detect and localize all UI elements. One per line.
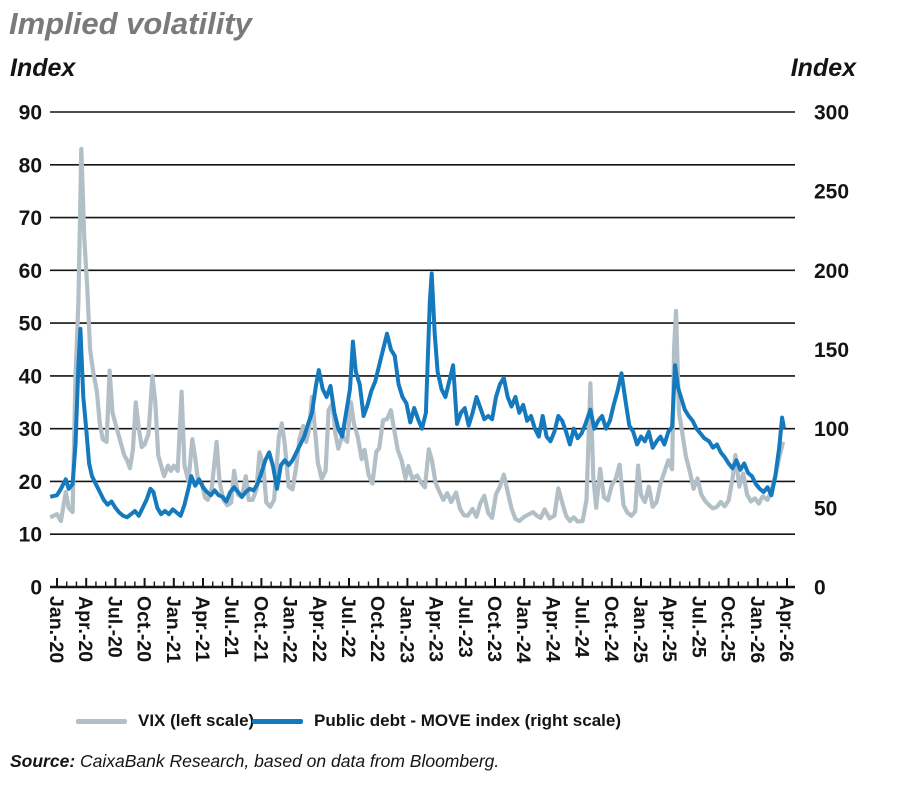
left-axis-tick-label: 40 bbox=[19, 365, 42, 388]
vix-line-swatch bbox=[76, 718, 127, 724]
x-axis-label-Jul.-22: Jul.-22 bbox=[337, 596, 359, 658]
x-axis-label-Apr.-25: Apr.-25 bbox=[658, 596, 680, 662]
x-axis-label-Oct.-21: Oct.-21 bbox=[249, 596, 271, 662]
source-prefix: Source: bbox=[10, 751, 76, 771]
x-axis-label-Apr.-20: Apr.-20 bbox=[74, 596, 96, 662]
left-axis-tick-label: 30 bbox=[19, 418, 42, 441]
left-axis-tick-label: 10 bbox=[19, 524, 42, 547]
legend-label-vix: VIX (left scale) bbox=[138, 711, 255, 730]
chart-title: Implied volatility bbox=[9, 6, 252, 41]
x-axis-label-Jan.-22: Jan.-22 bbox=[279, 596, 301, 663]
x-axis-label-Oct.-23: Oct.-23 bbox=[483, 596, 505, 662]
right-axis-tick-label: 200 bbox=[814, 260, 849, 283]
x-axis-label-Oct.-25: Oct.-25 bbox=[717, 596, 739, 662]
x-axis-label-Apr.-22: Apr.-22 bbox=[308, 596, 330, 662]
x-axis-label-Apr.-23: Apr.-23 bbox=[425, 596, 447, 662]
vix-line bbox=[49, 146, 786, 524]
right-axis-tick-label: 50 bbox=[814, 497, 837, 520]
x-axis-label-Oct.-20: Oct.-20 bbox=[133, 596, 155, 662]
move-line bbox=[49, 271, 787, 520]
move-line-swatch bbox=[252, 718, 303, 724]
x-axis-label-Jul.-21: Jul.-21 bbox=[220, 596, 242, 658]
right-axis-tick-label: 250 bbox=[814, 181, 849, 204]
x-axis-label-Jan.-23: Jan.-23 bbox=[395, 596, 417, 663]
x-axis-label-Oct.-22: Oct.-22 bbox=[366, 596, 388, 662]
legend-item-move: Public debt - MOVE index (right scale) bbox=[252, 708, 621, 734]
legend-item-vix: VIX (left scale) bbox=[76, 708, 254, 734]
left-axis-unit-label: Index bbox=[10, 54, 76, 82]
left-axis-tick-label: 70 bbox=[19, 207, 42, 230]
x-axis-label-Oct.-24: Oct.-24 bbox=[600, 596, 622, 662]
x-axis-label-Jul.-24: Jul.-24 bbox=[571, 596, 593, 658]
right-axis-tick-label: 150 bbox=[814, 339, 849, 362]
left-axis-tick-label: 0 bbox=[30, 577, 42, 600]
x-axis-label-Jan.-25: Jan.-25 bbox=[629, 596, 651, 663]
right-axis-tick-label: 300 bbox=[814, 102, 849, 125]
source-note: Source: CaixaBank Research, based on dat… bbox=[10, 751, 499, 772]
right-axis-tick-label: 0 bbox=[814, 577, 826, 600]
source-text: CaixaBank Research, based on data from B… bbox=[75, 751, 500, 771]
right-axis-tick-label: 100 bbox=[814, 418, 849, 441]
x-axis-label-Apr.-21: Apr.-21 bbox=[191, 596, 213, 662]
x-axis-label-Jan.-26: Jan.-26 bbox=[746, 596, 768, 663]
x-axis-label-Jul.-23: Jul.-23 bbox=[454, 596, 476, 658]
x-axis-label-Jan.-21: Jan.-21 bbox=[162, 596, 184, 663]
legend-label-move: Public debt - MOVE index (right scale) bbox=[314, 711, 621, 730]
x-axis-label-Jul.-25: Jul.-25 bbox=[687, 596, 709, 658]
x-axis-label-Apr.-26: Apr.-26 bbox=[775, 596, 797, 662]
x-axis-label-Apr.-24: Apr.-24 bbox=[541, 596, 563, 662]
left-axis-tick-label: 50 bbox=[19, 313, 42, 336]
x-axis-label-Jan.-24: Jan.-24 bbox=[512, 596, 534, 663]
right-axis-unit-label: Index bbox=[790, 54, 856, 82]
legend: VIX (left scale) Public debt - MOVE inde… bbox=[0, 708, 900, 734]
x-axis-label-Jan.-20: Jan.-20 bbox=[45, 596, 67, 663]
left-axis-tick-label: 20 bbox=[19, 471, 42, 494]
left-axis-tick-label: 80 bbox=[19, 154, 42, 177]
left-axis-tick-label: 60 bbox=[19, 260, 42, 283]
left-axis-tick-label: 90 bbox=[19, 102, 42, 125]
x-axis-label-Jul.-20: Jul.-20 bbox=[103, 596, 125, 658]
